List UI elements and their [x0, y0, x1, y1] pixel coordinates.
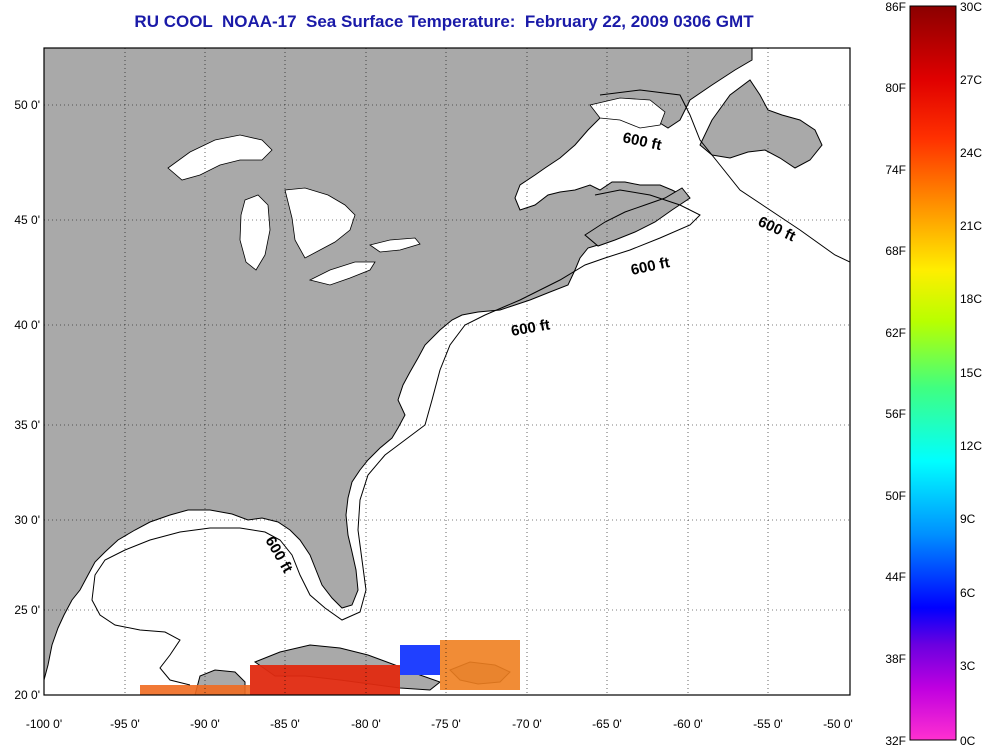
- map-title: RU COOL NOAA-17 Sea Surface Temperature:…: [134, 12, 754, 31]
- colorbar-f-label: 68F: [885, 244, 906, 258]
- colorbar-c-label: 30C: [960, 0, 982, 14]
- colorbar-f-label: 32F: [885, 734, 906, 748]
- colorbar-f-label: 56F: [885, 407, 906, 421]
- colorbar-gradient: [909, 5, 957, 741]
- sst-data-patch: [440, 640, 520, 690]
- colorbar-c-label: 15C: [960, 366, 982, 380]
- y-tick-label: 40 0': [14, 318, 40, 332]
- y-tick-label: 20 0': [14, 688, 40, 702]
- x-tick-label: -80 0': [351, 717, 381, 731]
- lake-huron: [284, 187, 356, 259]
- colorbar-f-label: 80F: [885, 81, 906, 95]
- x-tick-label: -85 0': [270, 717, 300, 731]
- colorbar-c-label: 27C: [960, 73, 982, 87]
- colorbar-f-label: 86F: [885, 0, 906, 14]
- colorbar-f-label: 62F: [885, 326, 906, 340]
- lake-superior: [167, 134, 273, 181]
- x-tick-label: -55 0': [753, 717, 783, 731]
- map-frame: [43, 47, 851, 696]
- y-tick-label: 25 0': [14, 603, 40, 617]
- colorbar-c-label: 24C: [960, 146, 982, 160]
- land-newfoundland: [699, 79, 823, 169]
- y-axis: 50 0' 45 0' 40 0' 35 0' 30 0' 25 0' 20 0…: [14, 98, 40, 702]
- x-tick-label: -65 0': [592, 717, 622, 731]
- colorbar-c-label: 0C: [960, 734, 976, 748]
- sst-data-patch: [400, 645, 440, 675]
- x-tick-label: -60 0': [673, 717, 703, 731]
- colorbar-c-label: 21C: [960, 219, 982, 233]
- colorbar-c-label: 6C: [960, 586, 976, 600]
- y-tick-label: 45 0': [14, 213, 40, 227]
- x-tick-label: -50 0': [823, 717, 853, 731]
- colorbar-f-label: 74F: [885, 163, 906, 177]
- lake-erie: [308, 261, 376, 286]
- x-tick-label: -90 0': [190, 717, 220, 731]
- x-tick-label: -70 0': [512, 717, 542, 731]
- colorbar-f-label: 50F: [885, 489, 906, 503]
- x-tick-label: -100 0': [26, 717, 62, 731]
- y-tick-label: 35 0': [14, 418, 40, 432]
- map-area: [44, 48, 850, 695]
- colorbar-c-label: 18C: [960, 292, 982, 306]
- x-tick-label: -95 0': [110, 717, 140, 731]
- y-tick-label: 50 0': [14, 98, 40, 112]
- x-axis: -100 0' -95 0' -90 0' -85 0' -80 0' -75 …: [26, 717, 853, 731]
- contour-600ft: [91, 89, 850, 686]
- sst-data-patch: [140, 685, 250, 695]
- colorbar-f-label: 44F: [885, 570, 906, 584]
- colorbar-f-label: 38F: [885, 652, 906, 666]
- lake-ontario: [369, 237, 421, 253]
- colorbar-c-label: 9C: [960, 512, 976, 526]
- sst-data-patch: [250, 665, 400, 695]
- lake-michigan: [239, 194, 271, 271]
- gulf-st-lawrence: [589, 97, 666, 129]
- colorbar-c-label: 3C: [960, 659, 976, 673]
- contour-label: 600 ft: [510, 316, 552, 340]
- land-nova-scotia: [584, 187, 691, 247]
- colorbar: 86F 80F 74F 68F 62F 56F 50F 44F 38F 32F …: [885, 0, 982, 748]
- land-north-america: [44, 48, 753, 681]
- y-tick-label: 30 0': [14, 513, 40, 527]
- colorbar-c-label: 12C: [960, 439, 982, 453]
- x-tick-label: -75 0': [431, 717, 461, 731]
